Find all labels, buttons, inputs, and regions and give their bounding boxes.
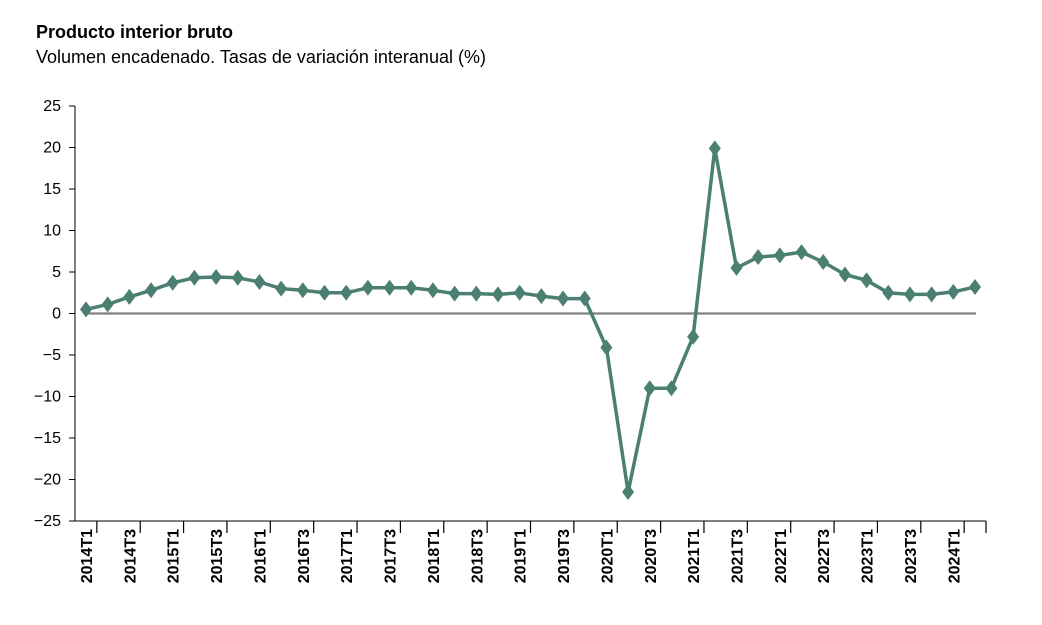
- data-point-2018T3: [470, 285, 483, 302]
- y-tick-label: −5: [43, 347, 61, 364]
- x-tick-label: 2019T1: [513, 529, 530, 583]
- data-point-2014T4: [145, 282, 158, 299]
- x-tick-label: 2023T3: [903, 529, 920, 583]
- data-point-2017T2: [361, 279, 374, 296]
- y-tick-label: 20: [43, 140, 61, 157]
- x-tick-label: 2017T3: [383, 529, 400, 583]
- y-tick-label: 10: [43, 223, 61, 240]
- data-point-2014T2: [101, 296, 114, 313]
- data-point-2022T4: [838, 266, 851, 283]
- chart-subtitle: Volumen encadenado. Tasas de variación i…: [36, 47, 486, 67]
- data-point-2015T4: [231, 269, 244, 286]
- data-point-2015T1: [166, 274, 179, 291]
- x-tick-label: 2014T1: [79, 529, 96, 583]
- x-tick-label: 2015T3: [209, 529, 226, 583]
- x-tick-label: 2020T1: [599, 529, 616, 583]
- y-tick-label: 15: [43, 181, 61, 198]
- y-tick-label: 25: [43, 98, 61, 115]
- data-point-2016T3: [296, 282, 309, 299]
- data-point-2014T1: [80, 301, 92, 318]
- x-tick-label: 2020T3: [643, 529, 660, 583]
- data-point-2021T1: [687, 328, 700, 345]
- data-point-2016T4: [318, 284, 331, 301]
- x-tick-label: 2016T1: [252, 529, 269, 583]
- x-tick-label: 2021T1: [686, 529, 703, 583]
- data-point-2023T2: [882, 284, 895, 301]
- data-point-2017T3: [383, 279, 396, 296]
- data-point-2016T2: [275, 280, 288, 297]
- y-tick-label: 0: [52, 306, 61, 323]
- data-point-2018T2: [448, 285, 461, 302]
- x-tick-label: 2014T3: [122, 529, 139, 583]
- data-point-2020T3: [643, 380, 656, 397]
- y-tick-label: −10: [34, 389, 61, 406]
- x-tick-label: 2021T3: [729, 529, 746, 583]
- x-tick-label: 2023T1: [860, 529, 877, 583]
- x-tick-label: 2017T1: [339, 529, 356, 583]
- y-tick-label: 5: [52, 264, 61, 281]
- data-point-2019T4: [578, 290, 591, 307]
- data-point-2014T3: [123, 288, 136, 305]
- x-tick-label: 2018T1: [426, 529, 443, 583]
- data-point-2024T2: [969, 278, 981, 295]
- data-point-2023T4: [925, 286, 938, 303]
- y-tick-label: −20: [34, 472, 61, 489]
- x-axis: 2014T1 2014T3 2015T1 2015T3 2016T1 2016T3 2017…: [75, 520, 987, 583]
- data-point-2017T1: [340, 284, 353, 301]
- data-point-2023T1: [860, 272, 873, 289]
- data-point-2019T1: [513, 284, 526, 301]
- x-tick-label: 2016T3: [296, 529, 313, 583]
- data-point-2018T4: [491, 286, 504, 303]
- data-point-2019T3: [557, 290, 570, 307]
- data-point-2022T2: [795, 244, 808, 261]
- data-point-2020T2: [622, 483, 635, 500]
- data-point-2024T1: [947, 283, 960, 300]
- data-point-2022T1: [773, 247, 786, 264]
- series-group: [80, 140, 981, 500]
- data-point-2022T3: [817, 254, 830, 271]
- x-tick-label: 2024T1: [946, 529, 963, 583]
- series-line: [85, 146, 976, 494]
- x-tick-label: 2022T3: [816, 529, 833, 583]
- data-point-2020T1: [600, 339, 613, 356]
- data-point-2015T2: [188, 269, 201, 286]
- x-tick-label: 2022T1: [773, 529, 790, 583]
- data-point-2015T3: [210, 268, 223, 285]
- x-tick-label: 2019T3: [556, 529, 573, 583]
- x-tick-label: 2018T3: [469, 529, 486, 583]
- data-point-2021T2: [708, 140, 721, 157]
- x-tick-label: 2015T1: [166, 529, 183, 583]
- data-point-2023T3: [903, 286, 916, 303]
- data-point-2019T2: [535, 288, 548, 305]
- data-point-2017T4: [405, 279, 418, 296]
- data-point-2021T3: [730, 259, 743, 276]
- data-point-2016T1: [253, 273, 266, 290]
- chart-title: Producto interior bruto: [36, 22, 233, 42]
- y-tick-label: −15: [34, 430, 61, 447]
- data-point-2018T1: [426, 282, 439, 299]
- y-axis: 25 20 15 10 5 0 −5 −10 −15 −20 −25: [34, 98, 76, 530]
- data-point-2021T4: [752, 249, 765, 266]
- data-point-2020T4: [665, 380, 678, 397]
- y-tick-label: −25: [34, 513, 61, 530]
